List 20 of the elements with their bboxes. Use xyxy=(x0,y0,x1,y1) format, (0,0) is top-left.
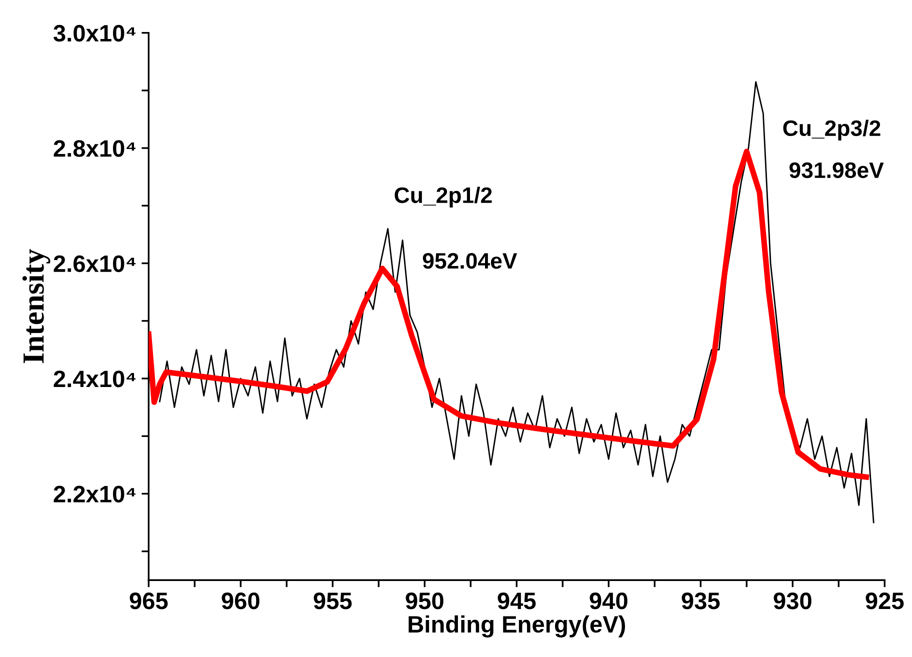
x-tick-label: 925 xyxy=(866,592,904,610)
x-tick-label: 955 xyxy=(314,592,352,610)
x-tick-label: 940 xyxy=(590,592,628,610)
y-tick-label: 3.0x10⁴ xyxy=(54,24,136,42)
x-tick-label: 945 xyxy=(498,592,536,610)
y-tick-label: 2.6x10⁴ xyxy=(54,255,136,272)
annotation: Cu_2p1/2 xyxy=(394,186,492,208)
y-tick-label: 2.2x10⁴ xyxy=(54,486,136,503)
y-axis-title: Intensity xyxy=(22,249,50,364)
x-tick-label: 935 xyxy=(682,592,720,610)
y-tick-label: 2.4x10⁴ xyxy=(54,370,136,388)
annotation: 931.98eV xyxy=(790,162,884,178)
x-tick-label: 930 xyxy=(774,592,812,610)
x-axis-title: Binding Energy(eV) xyxy=(408,615,626,638)
annotation: 952.04eV xyxy=(422,253,518,269)
x-tick-label: 965 xyxy=(130,592,168,610)
annotation: Cu_2p3/2 xyxy=(783,120,880,140)
x-tick-label: 960 xyxy=(222,592,260,610)
y-tick-label: 2.8x10⁴ xyxy=(54,140,136,157)
x-tick-label: 950 xyxy=(406,592,444,610)
